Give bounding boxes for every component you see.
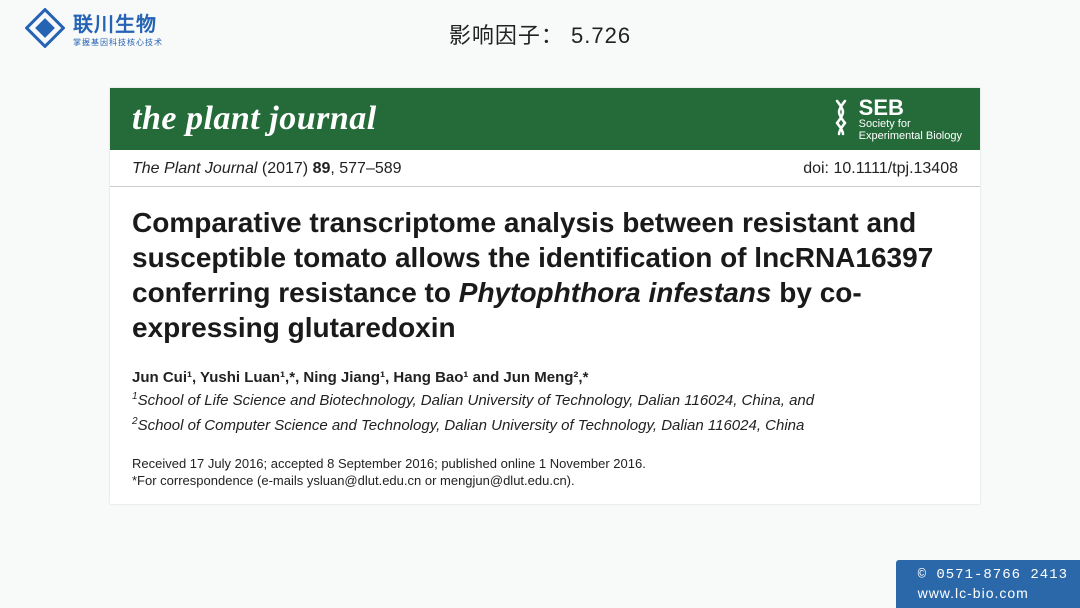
seb-logo: SEB Society for Experimental Biology: [829, 96, 962, 142]
affiliation-1: 1School of Life Science and Biotechnolog…: [110, 388, 980, 413]
article-title: Comparative transcriptome analysis betwe…: [110, 187, 980, 357]
impact-factor-value: 5.726: [571, 23, 631, 48]
citation-bar: The Plant Journal (2017) 89, 577–589 doi…: [110, 150, 980, 187]
affiliation-2: 2School of Computer Science and Technolo…: [110, 413, 980, 438]
footer-tag: © 0571-8766 2413 www.lc-bio.com: [896, 560, 1080, 608]
impact-factor-label: 影响因子：: [449, 23, 564, 48]
aff2-text: School of Computer Science and Technolog…: [138, 417, 805, 434]
diamond-icon: [25, 8, 65, 48]
seb-line2: Experimental Biology: [859, 131, 962, 143]
aff1-text: School of Life Science and Biotechnology…: [138, 392, 815, 409]
authors-text: Jun Cui¹, Yushi Luan¹,*, Ning Jiang¹, Ha…: [132, 369, 588, 386]
footer-site: www.lc-bio.com: [918, 584, 1068, 602]
footer-phone: © 0571-8766 2413: [918, 566, 1068, 584]
journal-title: the plant journal: [132, 100, 377, 138]
correspondence-line: *For correspondence (e-mails ysluan@dlut…: [110, 473, 980, 504]
citation-journal: The Plant Journal: [132, 160, 257, 177]
logo-cn-text: 联川生物: [73, 8, 163, 37]
received-line: Received 17 July 2016; accepted 8 Septem…: [110, 438, 980, 473]
journal-banner: the plant journal SEB Society for Experi…: [110, 88, 980, 150]
company-logo: 联川生物 掌握基因科技核心技术: [25, 8, 163, 48]
citation-year: (2017): [262, 160, 308, 177]
citation-volume: 89: [313, 160, 331, 177]
citation-doi: doi: 10.1111/tpj.13408: [803, 160, 958, 178]
seb-line1: Society for: [859, 119, 962, 131]
seb-main: SEB: [859, 96, 962, 119]
citation-left: The Plant Journal (2017) 89, 577–589: [132, 160, 402, 178]
impact-factor: 影响因子： 5.726: [449, 18, 631, 50]
article-card: the plant journal SEB Society for Experi…: [110, 88, 980, 504]
chromosome-icon: [829, 99, 853, 139]
authors-line: Jun Cui¹, Yushi Luan¹,*, Ning Jiang¹, Ha…: [110, 357, 980, 388]
citation-pages: 577–589: [339, 160, 401, 177]
title-sciname: Phytophthora infestans: [459, 277, 772, 308]
logo-sub-text: 掌握基因科技核心技术: [73, 37, 163, 48]
